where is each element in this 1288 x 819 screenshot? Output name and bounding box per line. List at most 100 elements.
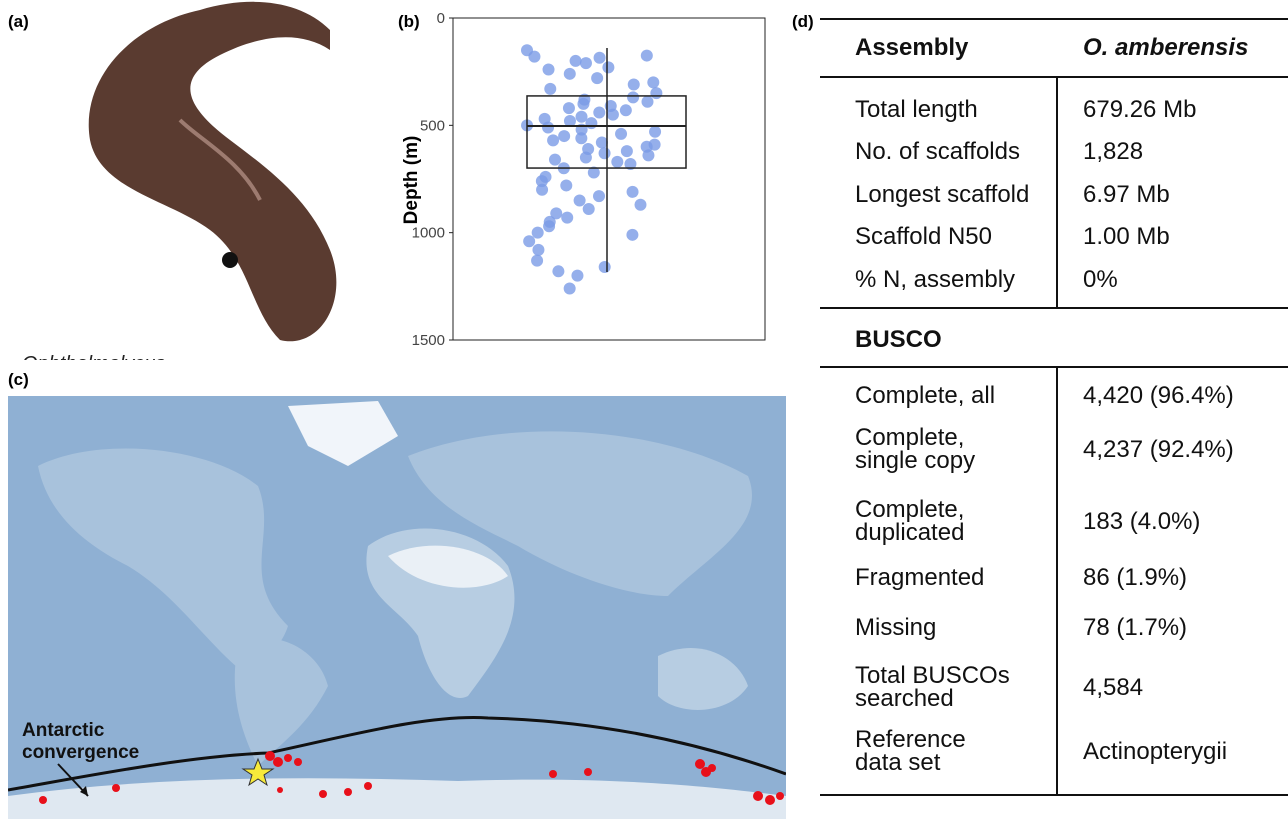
data-point xyxy=(563,102,575,114)
row-value: 0% xyxy=(1083,268,1118,291)
data-point xyxy=(593,190,605,202)
rule xyxy=(820,307,1288,309)
divider xyxy=(1056,78,1058,307)
site xyxy=(776,792,784,800)
row-label: Scaffold N50 xyxy=(855,225,992,248)
y-tick-label: 0 xyxy=(437,10,445,27)
row-value: 78 (1.7%) xyxy=(1083,616,1187,639)
panel-label: (d) xyxy=(792,12,814,32)
data-point xyxy=(564,68,576,80)
data-point xyxy=(602,61,614,73)
row-value: Actinopterygii xyxy=(1083,740,1227,763)
data-point xyxy=(615,128,627,140)
site xyxy=(708,764,716,772)
data-point xyxy=(596,137,608,149)
header-cell: Assembly xyxy=(855,36,968,59)
site xyxy=(294,758,302,766)
site xyxy=(549,770,557,778)
data-point xyxy=(611,156,623,168)
data-point xyxy=(642,149,654,161)
y-axis-label: Depth (m) xyxy=(401,136,422,225)
data-point xyxy=(570,55,582,67)
row-value: 4,420 (96.4%) xyxy=(1083,384,1234,407)
data-point xyxy=(607,109,619,121)
site xyxy=(695,759,705,769)
row-value: 6.97 Mb xyxy=(1083,183,1170,206)
row-label: % N, assembly xyxy=(855,268,1015,291)
data-point xyxy=(561,212,573,224)
data-point xyxy=(547,134,559,146)
site xyxy=(112,784,120,792)
data-point xyxy=(620,104,632,116)
row-value: 183 (4.0%) xyxy=(1083,510,1200,533)
data-point xyxy=(543,64,555,76)
data-point xyxy=(531,255,543,267)
figure: (a) (b) (c) (d) Ophthalmolycusamberensis… xyxy=(0,0,1288,819)
row-value: 4,237 (92.4%) xyxy=(1083,438,1234,461)
data-point xyxy=(647,76,659,88)
site xyxy=(319,790,327,798)
data-point xyxy=(593,106,605,118)
row-label: Missing xyxy=(855,616,936,639)
header-cell: O. amberensis xyxy=(1083,36,1248,59)
data-point xyxy=(591,72,603,84)
data-point xyxy=(549,154,561,166)
rule xyxy=(820,794,1288,796)
data-point xyxy=(577,98,589,110)
site xyxy=(364,782,372,790)
site xyxy=(765,795,775,805)
data-point xyxy=(627,91,639,103)
data-point xyxy=(571,270,583,282)
data-point xyxy=(627,186,639,198)
row-label: Complete, all xyxy=(855,384,995,407)
antarctica xyxy=(8,778,786,819)
row-label: Total length xyxy=(855,98,978,121)
rule xyxy=(820,18,1288,20)
data-point xyxy=(628,79,640,91)
data-point xyxy=(544,83,556,95)
row-label: No. of scaffolds xyxy=(855,140,1020,163)
row-value: 679.26 Mb xyxy=(1083,98,1196,121)
row-value: 86 (1.9%) xyxy=(1083,566,1187,589)
data-point xyxy=(543,220,555,232)
data-point xyxy=(558,130,570,142)
text-line: convergence xyxy=(22,742,139,763)
data-point xyxy=(585,117,597,129)
data-point xyxy=(542,121,554,133)
row-label: Complete, duplicated xyxy=(855,498,964,544)
data-point xyxy=(634,199,646,211)
y-tick-label: 500 xyxy=(420,117,445,134)
divider xyxy=(1056,368,1058,794)
row-value: 1.00 Mb xyxy=(1083,225,1170,248)
data-point xyxy=(599,261,611,273)
row-value: 1,828 xyxy=(1083,140,1143,163)
site xyxy=(344,788,352,796)
section-title: BUSCO xyxy=(855,328,942,351)
data-point xyxy=(599,147,611,159)
data-point xyxy=(583,203,595,215)
panel-label: (c) xyxy=(8,370,29,390)
data-point xyxy=(594,52,606,64)
data-point xyxy=(580,152,592,164)
text-line: Antarctic xyxy=(22,720,105,741)
rule xyxy=(820,76,1288,78)
row-label: Longest scaffold xyxy=(855,183,1029,206)
data-point xyxy=(575,132,587,144)
data-point xyxy=(523,235,535,247)
site xyxy=(284,754,292,762)
site xyxy=(265,751,275,761)
site xyxy=(753,791,763,801)
row-label: Total BUSCOs searched xyxy=(855,664,1010,710)
data-point xyxy=(536,184,548,196)
data-point xyxy=(649,126,661,138)
data-point xyxy=(650,87,662,99)
site xyxy=(277,787,283,793)
y-tick-label: 1500 xyxy=(412,332,445,349)
data-point xyxy=(564,282,576,294)
data-point xyxy=(621,145,633,157)
site xyxy=(273,757,283,767)
data-point xyxy=(641,96,653,108)
data-point xyxy=(574,194,586,206)
